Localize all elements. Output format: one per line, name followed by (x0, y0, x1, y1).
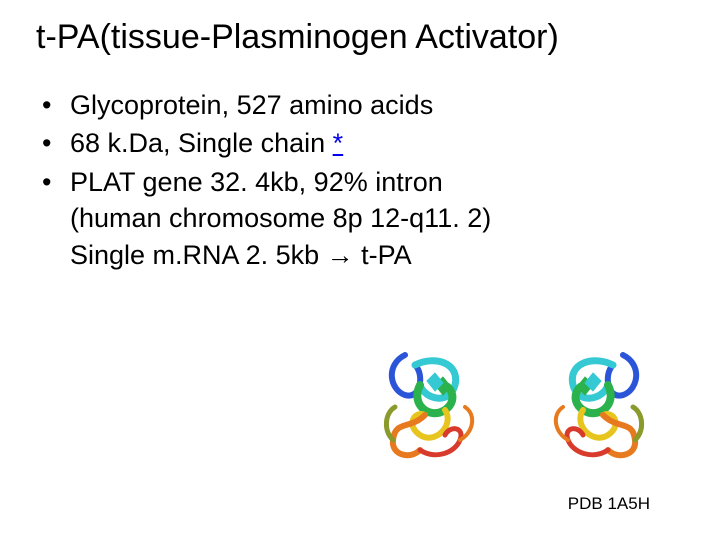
bullet-text: 68 k.Da, Single chain (70, 128, 333, 158)
ribbon-icon (523, 335, 663, 475)
bullet-item: Glycoprotein, 527 amino acids (42, 87, 684, 123)
bullet-text: Glycoprotein, 527 amino acids (70, 90, 433, 120)
slide-title: t-PA(tissue-Plasminogen Activator) (36, 18, 684, 57)
footnote-link[interactable]: * (333, 128, 344, 158)
bullet-subline: Single m.RNA 2. 5kb → t-PA (70, 237, 684, 273)
bullet-subline: (human chromosome 8p 12-q11. 2) (70, 200, 684, 236)
protein-structure-left (365, 335, 505, 475)
protein-structure-right (523, 335, 663, 475)
figure-caption: PDB 1A5H (568, 494, 650, 514)
slide: t-PA(tissue-Plasminogen Activator) Glyco… (0, 0, 720, 540)
bullet-list: Glycoprotein, 527 amino acids 68 k.Da, S… (36, 87, 684, 273)
ribbon-icon (365, 335, 505, 475)
bullet-item: PLAT gene 32. 4kb, 92% intron (human chr… (42, 164, 684, 273)
protein-figure (364, 330, 664, 480)
bullet-item: 68 k.Da, Single chain * (42, 125, 684, 161)
bullet-text: PLAT gene 32. 4kb, 92% intron (70, 167, 443, 197)
